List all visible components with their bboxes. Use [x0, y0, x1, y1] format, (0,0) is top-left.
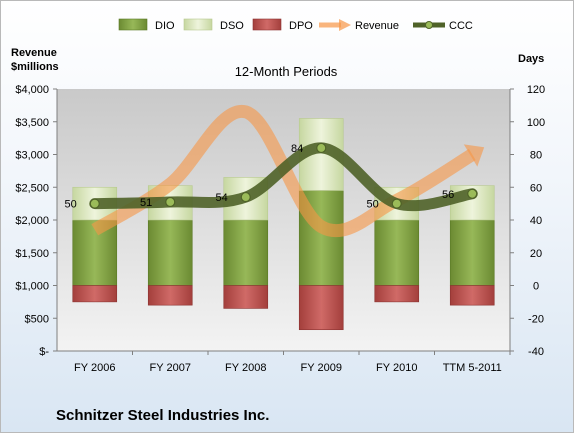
legend-label-revenue: Revenue — [355, 20, 399, 32]
chart-title: 12-Month Periods — [235, 64, 338, 79]
left-tick-label-2: $1,000 — [15, 281, 49, 293]
right-tick-label-0: -40 — [528, 346, 544, 358]
legend-swatch-revenue-head — [339, 19, 351, 31]
left-tick-label-8: $4,000 — [15, 84, 49, 96]
x-tick-label-1: FY 2007 — [150, 362, 191, 374]
x-tick-label-5: TTM 5-2011 — [443, 362, 502, 374]
left-axis-label-line1: Revenue — [11, 47, 57, 59]
x-tick-label-2: FY 2008 — [225, 362, 266, 374]
legend-swatch-dio — [118, 18, 148, 31]
bar-dio-0 — [72, 219, 118, 286]
x-tick-label-4: FY 2010 — [376, 362, 417, 374]
left-tick-label-0: $- — [39, 346, 49, 358]
legend-swatch-dpo — [252, 18, 282, 31]
left-tick-label-3: $1,500 — [15, 248, 49, 260]
legend-swatch-dso — [183, 18, 213, 31]
legend-label-dio: DIO — [155, 20, 175, 32]
ccc-marker-4 — [391, 198, 402, 209]
ccc-label-5: 56 — [442, 189, 454, 201]
ccc-marker-2 — [240, 191, 251, 203]
legend: DIO DSO DPO Revenue CCC — [118, 18, 473, 32]
left-tick-label-7: $3,500 — [15, 117, 49, 129]
left-tick-label-1: $500 — [25, 313, 49, 325]
plot-area — [57, 89, 510, 351]
right-tick-label-2: 0 — [533, 281, 539, 293]
bar-dpo-4 — [374, 285, 420, 303]
right-tick-label-5: 60 — [530, 182, 542, 194]
bar-dpo-1 — [147, 285, 193, 306]
bar-dio-5 — [449, 219, 495, 286]
left-axis-label-line2: $millions — [11, 61, 59, 73]
bar-dio-2 — [223, 219, 269, 286]
bar-dpo-3 — [298, 285, 344, 331]
left-tick-label-6: $3,000 — [15, 150, 49, 162]
legend-label-ccc: CCC — [449, 20, 473, 32]
x-tick-label-3: FY 2009 — [301, 362, 342, 374]
right-tick-label-6: 80 — [530, 150, 542, 162]
ccc-label-4: 50 — [367, 199, 379, 211]
bar-dio-1 — [147, 219, 193, 286]
x-tick-label-0: FY 2006 — [74, 362, 115, 374]
right-tick-label-4: 40 — [530, 215, 542, 227]
bar-dpo-2 — [223, 285, 269, 309]
right-tick-label-3: 20 — [530, 248, 542, 260]
ccc-label-2: 54 — [216, 192, 228, 204]
left-tick-label-5: $2,500 — [15, 182, 49, 194]
ccc-marker-5 — [467, 188, 478, 199]
ccc-marker-1 — [165, 196, 176, 208]
bar-dpo-5 — [449, 285, 495, 306]
right-tick-label-8: 120 — [527, 84, 545, 96]
legend-swatch-ccc-marker — [425, 21, 433, 29]
ccc-label-1: 51 — [140, 197, 152, 209]
right-axis-label: Days — [518, 53, 544, 65]
legend-label-dso: DSO — [220, 20, 244, 32]
left-tick-label-4: $2,000 — [15, 215, 49, 227]
right-tick-label-7: 100 — [527, 117, 545, 129]
ccc-label-0: 50 — [65, 199, 77, 211]
ccc-marker-0 — [89, 198, 100, 209]
ccc-marker-3 — [316, 142, 327, 154]
ccc-label-3: 84 — [291, 143, 303, 155]
revenue-arrowhead — [463, 144, 485, 167]
right-tick-label-1: -20 — [528, 313, 544, 325]
bar-dpo-0 — [72, 285, 118, 303]
legend-label-dpo: DPO — [289, 20, 313, 32]
company-name: Schnitzer Steel Industries Inc. — [56, 407, 269, 424]
bar-dio-4 — [374, 219, 420, 286]
